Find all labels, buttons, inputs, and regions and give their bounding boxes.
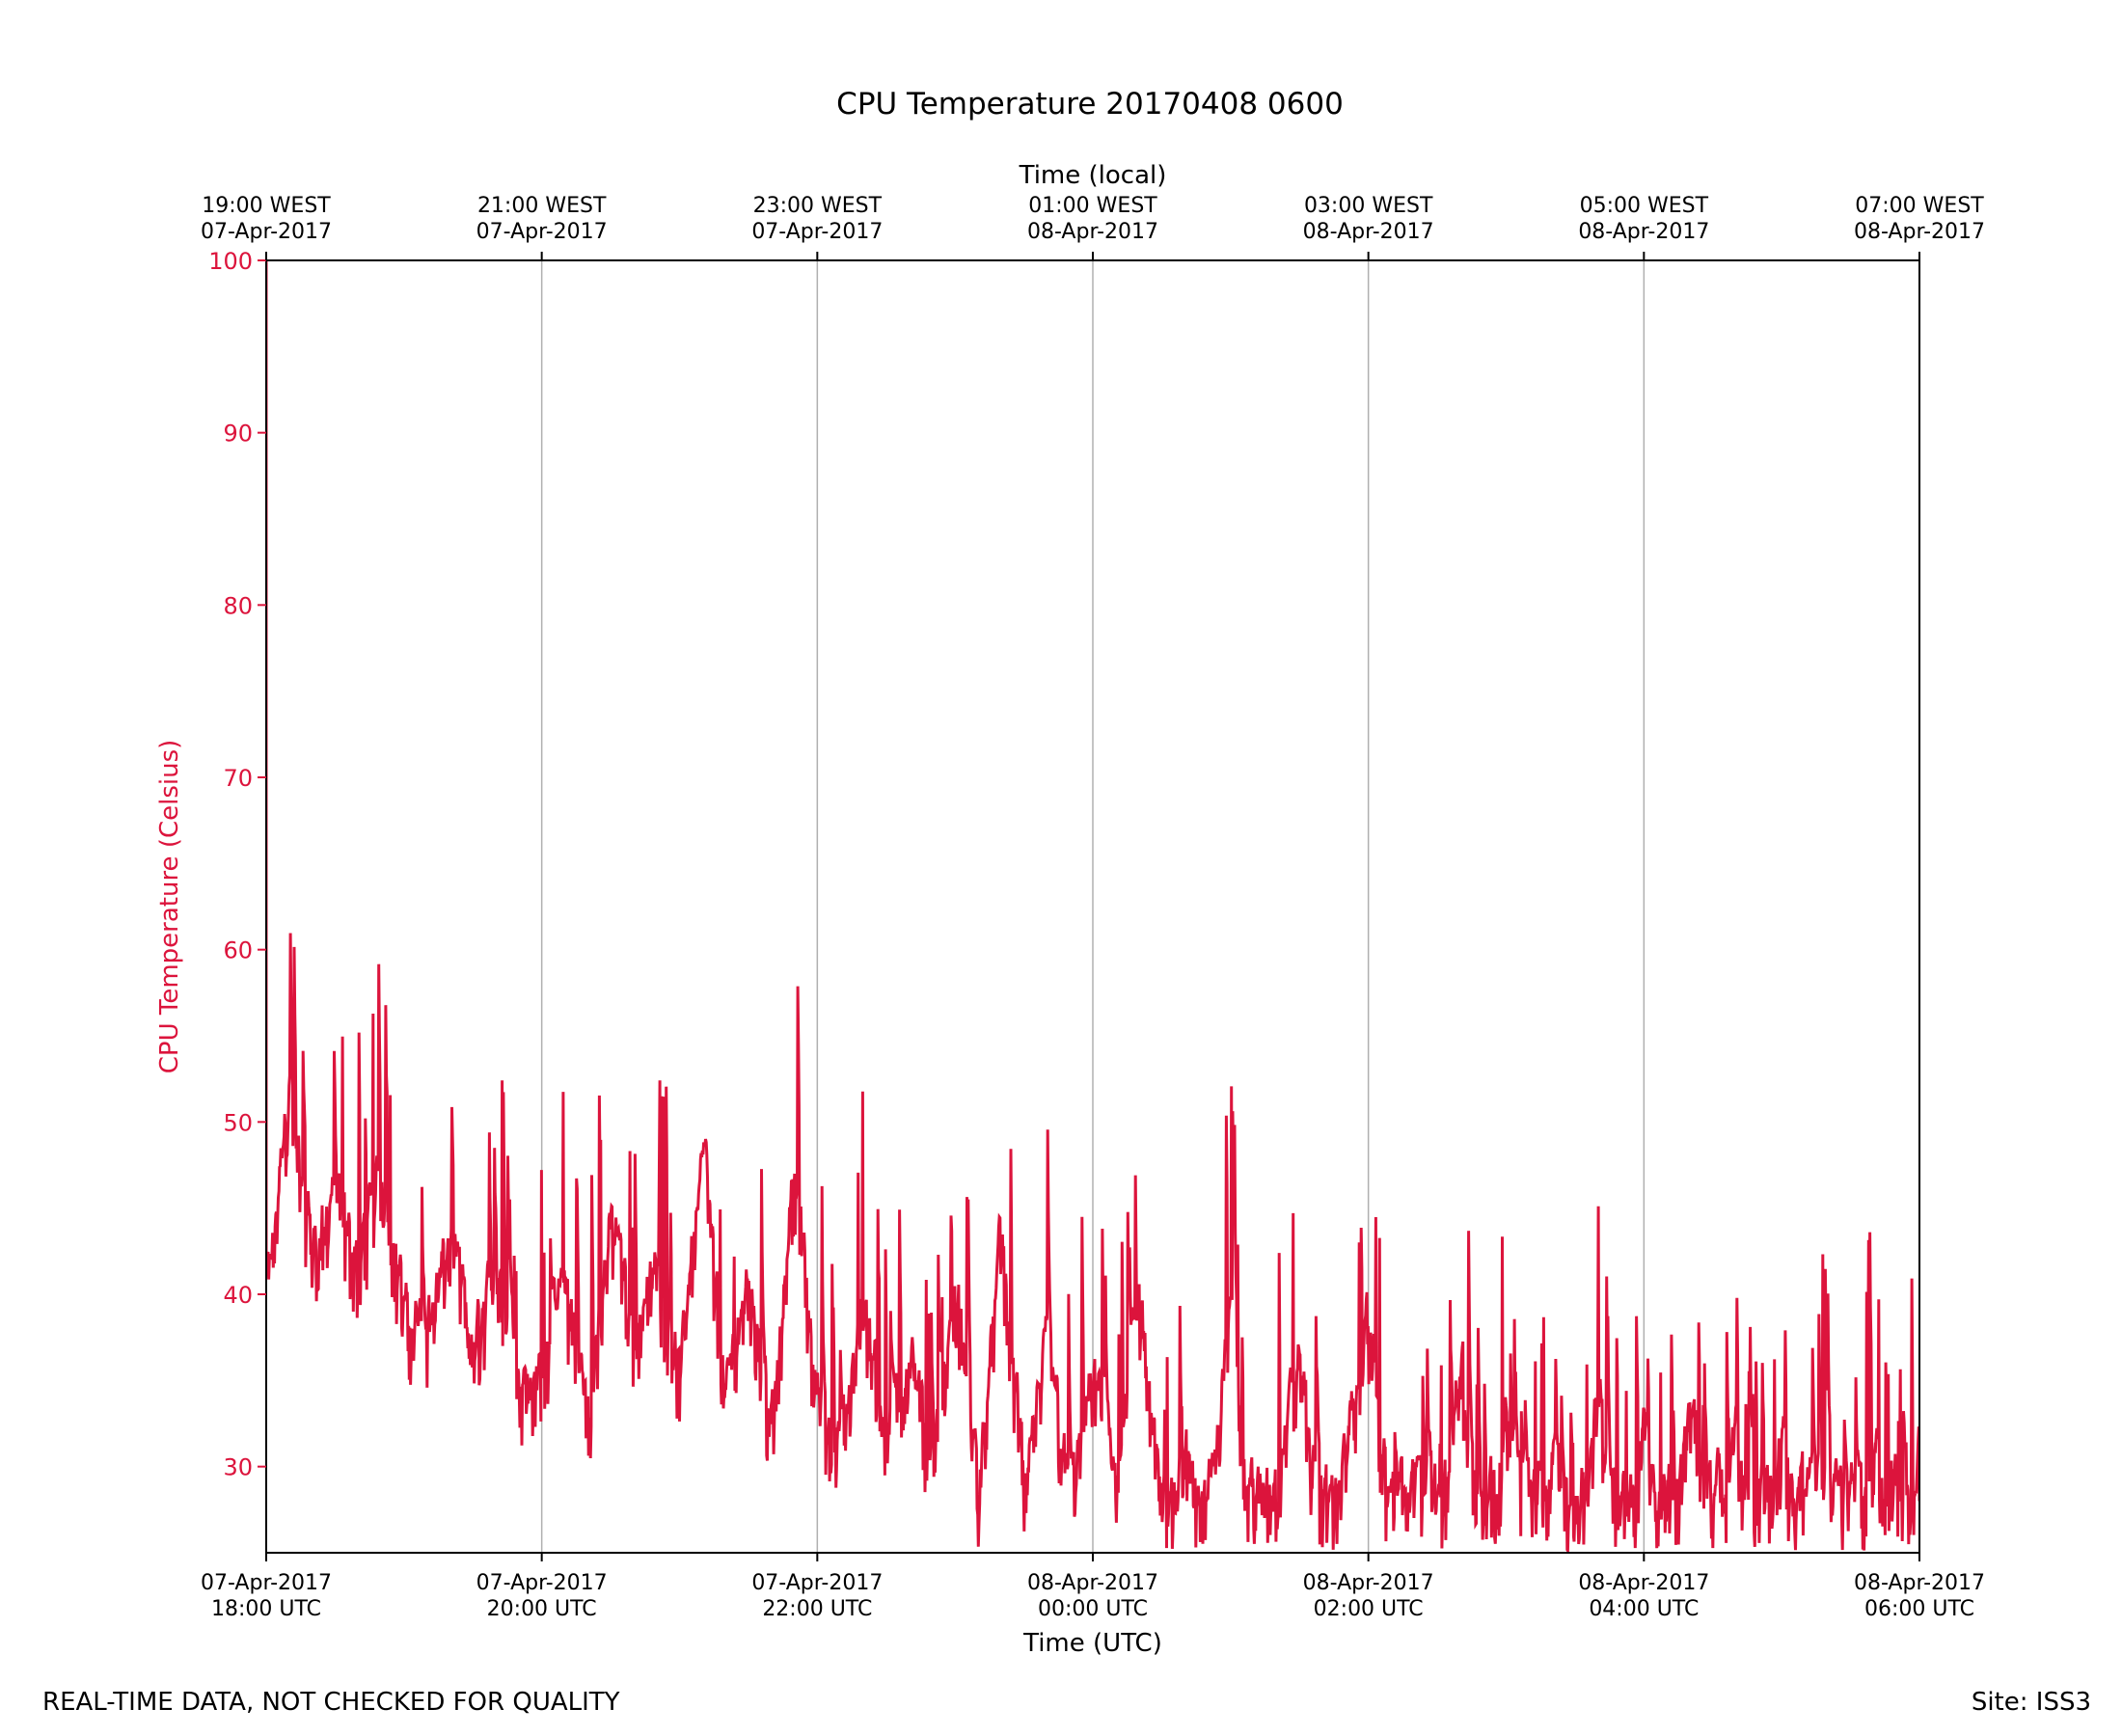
x-tick-label-local-time-4: 03:00 WEST	[1304, 194, 1433, 218]
y-tick-label-30: 30	[223, 1454, 253, 1481]
x-tick-label-local-time-6: 07:00 WEST	[1855, 194, 1984, 218]
y-tick-label-50: 50	[223, 1109, 253, 1136]
x-tick-label-local-time-2: 23:00 WEST	[753, 194, 883, 218]
y-tick-label-40: 40	[223, 1282, 253, 1309]
x-tick-label-local-date-2: 07-Apr-2017	[751, 220, 883, 244]
y-axis-ticks: 30 40 50 60 70 80 90 100	[208, 248, 266, 1481]
x-tick-label-utc-date-4: 08-Apr-2017	[1303, 1571, 1434, 1595]
y-tick-label-100: 100	[208, 248, 253, 275]
x-tick-label-utc-time-0: 18:00 UTC	[211, 1597, 321, 1621]
x-tick-label-utc-time-6: 06:00 UTC	[1864, 1597, 1974, 1621]
x-tick-label-local-date-3: 08-Apr-2017	[1027, 220, 1158, 244]
x-tick-label-utc-date-3: 08-Apr-2017	[1027, 1571, 1158, 1595]
x-tick-label-local-time-5: 05:00 WEST	[1580, 194, 1709, 218]
x-tick-label-local-date-5: 08-Apr-2017	[1578, 220, 1709, 244]
x-tick-label-utc-time-4: 02:00 UTC	[1314, 1597, 1424, 1621]
series-group	[266, 260, 1919, 1553]
x-tick-label-local-time-0: 19:00 WEST	[202, 194, 331, 218]
footer-disclaimer: REAL-TIME DATA, NOT CHECKED FOR QUALITY	[42, 1688, 620, 1717]
y-axis-label: CPU Temperature (Celsius)	[155, 740, 184, 1074]
x-tick-label-utc-time-3: 00:00 UTC	[1038, 1597, 1148, 1621]
y-tick-label-60: 60	[223, 937, 253, 964]
x-tick-label-utc-date-0: 07-Apr-2017	[201, 1571, 332, 1595]
x-tick-label-local-time-1: 21:00 WEST	[477, 194, 607, 218]
x-tick-label-utc-date-5: 08-Apr-2017	[1578, 1571, 1709, 1595]
y-tick-label-90: 90	[223, 420, 253, 448]
y-tick-label-70: 70	[223, 765, 253, 792]
x-tick-label-utc-date-6: 08-Apr-2017	[1854, 1571, 1985, 1595]
x-tick-label-utc-time-5: 04:00 UTC	[1589, 1597, 1699, 1621]
x-tick-label-utc-date-2: 07-Apr-2017	[751, 1571, 883, 1595]
chart-title: CPU Temperature 20170408 0600	[836, 87, 1344, 122]
x-tick-label-local-date-6: 08-Apr-2017	[1854, 220, 1985, 244]
x-tick-label-utc-time-2: 22:00 UTC	[762, 1597, 872, 1621]
x-tick-label-local-date-4: 08-Apr-2017	[1303, 220, 1434, 244]
x-tick-label-utc-date-1: 07-Apr-2017	[476, 1571, 608, 1595]
x-tick-label-local-date-1: 07-Apr-2017	[476, 220, 608, 244]
x-tick-label-utc-time-1: 20:00 UTC	[487, 1597, 597, 1621]
top-axis-label: Time (local)	[1019, 161, 1167, 190]
x-tick-label-local-time-3: 01:00 WEST	[1028, 194, 1157, 218]
x-tick-label-local-date-0: 07-Apr-2017	[201, 220, 332, 244]
x-axis-label: Time (UTC)	[1022, 1629, 1162, 1658]
y-tick-label-80: 80	[223, 592, 253, 619]
footer-site: Site: ISS3	[1972, 1688, 2091, 1717]
series-line-cpu-temperature	[266, 260, 1919, 1553]
